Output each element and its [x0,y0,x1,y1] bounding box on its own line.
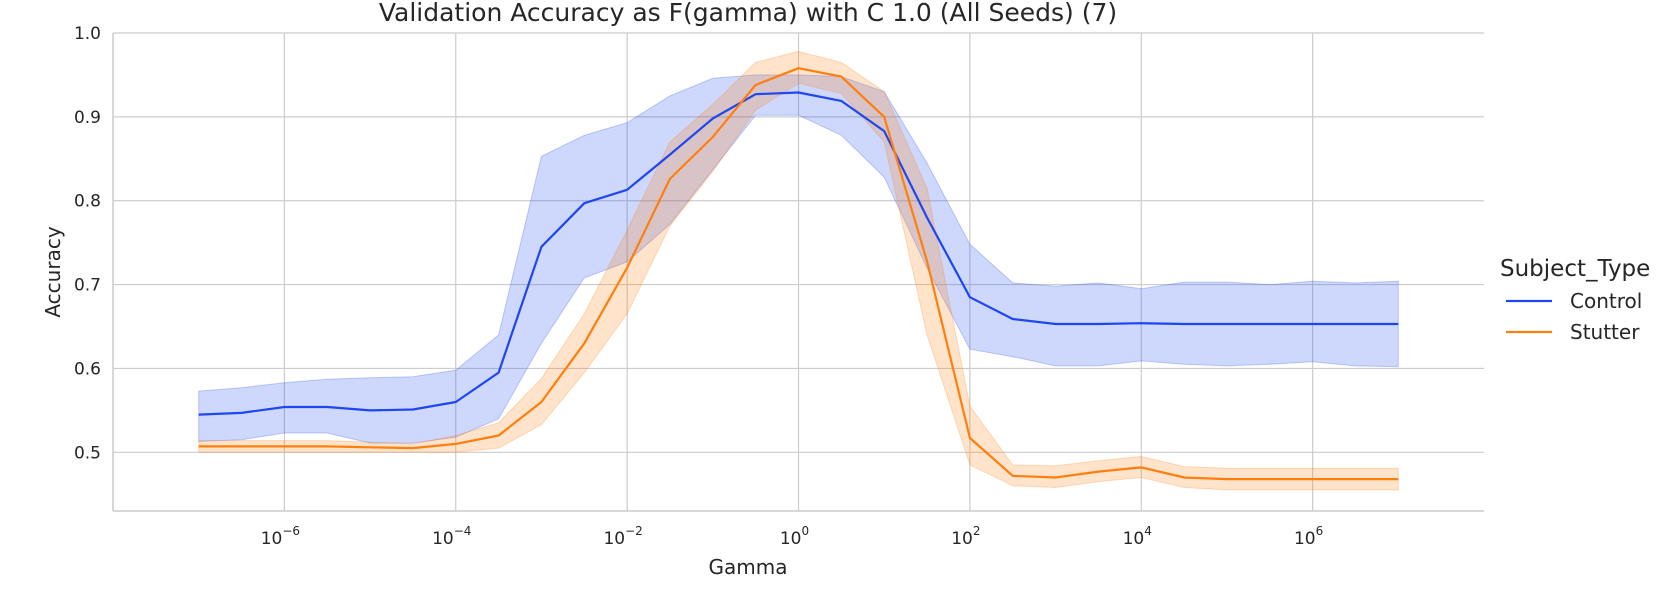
legend-title: Subject_Type [1500,256,1650,282]
y-axis-label: Accuracy [41,226,65,317]
ci-band-control [198,74,1399,444]
chart-title: Validation Accuracy as F(gamma) with C 1… [379,0,1117,27]
y-tick-label: 0.8 [74,192,101,212]
x-tick-label: 10−2 [603,524,642,549]
x-axis-label: Gamma [709,555,788,579]
y-tick-label: 1.0 [74,24,101,44]
x-tick-label: 106 [1294,524,1323,549]
legend-label-control: Control [1570,289,1642,313]
legend-label-stutter: Stutter [1570,320,1640,344]
series-lines [198,67,1399,481]
x-tick-label: 10−4 [432,524,471,549]
axes-spines [112,33,1484,512]
y-tick-label: 0.7 [74,276,101,296]
series-line-stutter [198,67,1399,481]
x-tick-label: 102 [951,524,980,549]
x-tick-label: 10−6 [261,524,300,549]
y-tick-label: 0.5 [74,443,101,463]
legend: Subject_Type Control Stutter [1500,256,1650,344]
y-tick-label: 0.9 [74,108,101,128]
x-tick-label: 100 [780,524,809,549]
x-tick-label: 104 [1123,524,1152,549]
grid [113,32,1484,511]
y-tick-label: 0.6 [74,359,101,379]
series-line-control [198,91,1399,416]
tick-labels: 0.5 0.6 0.7 0.8 0.9 1.0 10−6 10−4 10−2 100 102 104 1… [74,24,1323,549]
